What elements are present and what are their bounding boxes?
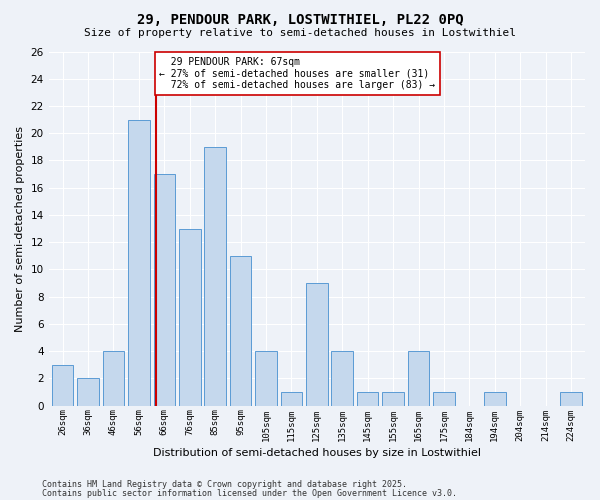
- Text: 29, PENDOUR PARK, LOSTWITHIEL, PL22 0PQ: 29, PENDOUR PARK, LOSTWITHIEL, PL22 0PQ: [137, 12, 463, 26]
- Bar: [306, 283, 328, 406]
- Bar: [103, 351, 124, 406]
- Bar: [205, 147, 226, 406]
- X-axis label: Distribution of semi-detached houses by size in Lostwithiel: Distribution of semi-detached houses by …: [153, 448, 481, 458]
- Bar: [433, 392, 455, 406]
- Bar: [230, 256, 251, 406]
- Bar: [128, 120, 150, 406]
- Text: Size of property relative to semi-detached houses in Lostwithiel: Size of property relative to semi-detach…: [84, 28, 516, 38]
- Bar: [77, 378, 99, 406]
- Bar: [52, 364, 73, 406]
- Bar: [331, 351, 353, 406]
- Bar: [484, 392, 506, 406]
- Bar: [357, 392, 379, 406]
- Bar: [382, 392, 404, 406]
- Bar: [255, 351, 277, 406]
- Bar: [281, 392, 302, 406]
- Text: 29 PENDOUR PARK: 67sqm
← 27% of semi-detached houses are smaller (31)
  72% of s: 29 PENDOUR PARK: 67sqm ← 27% of semi-det…: [160, 57, 436, 90]
- Y-axis label: Number of semi-detached properties: Number of semi-detached properties: [15, 126, 25, 332]
- Bar: [560, 392, 582, 406]
- Text: Contains public sector information licensed under the Open Government Licence v3: Contains public sector information licen…: [42, 488, 457, 498]
- Text: Contains HM Land Registry data © Crown copyright and database right 2025.: Contains HM Land Registry data © Crown c…: [42, 480, 407, 489]
- Bar: [408, 351, 430, 406]
- Bar: [179, 228, 200, 406]
- Bar: [154, 174, 175, 406]
